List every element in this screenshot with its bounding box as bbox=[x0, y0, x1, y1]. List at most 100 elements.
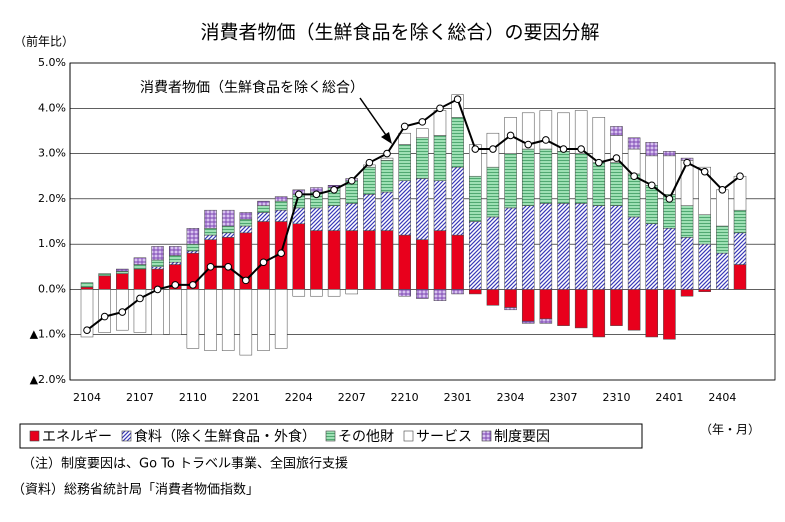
bar-segment bbox=[663, 151, 676, 157]
line-point bbox=[83, 326, 91, 334]
bar-segment bbox=[363, 194, 376, 231]
bar-segment bbox=[221, 209, 235, 227]
bar-segment bbox=[416, 178, 429, 240]
bar-segment bbox=[239, 289, 253, 356]
line-point bbox=[206, 262, 215, 271]
bar-segment bbox=[645, 289, 659, 338]
bar-segment bbox=[380, 160, 394, 193]
line-point bbox=[647, 181, 656, 190]
line-point bbox=[294, 190, 303, 199]
line-point bbox=[542, 136, 550, 144]
bar-segment bbox=[451, 289, 464, 295]
line-point bbox=[365, 158, 374, 167]
bar-segment bbox=[292, 223, 306, 290]
bar-segment bbox=[186, 243, 200, 252]
bar-segment bbox=[416, 239, 429, 290]
legend-swatch bbox=[325, 430, 336, 442]
line-point bbox=[436, 104, 444, 113]
bar-segment bbox=[680, 205, 694, 238]
line-point bbox=[595, 158, 603, 167]
line-point bbox=[118, 308, 127, 316]
bar-segment bbox=[469, 289, 482, 295]
legend-label: 制度要因 bbox=[494, 429, 550, 445]
x-tick-label: 2210 bbox=[391, 391, 419, 404]
bar-segment bbox=[592, 117, 606, 163]
y-tick-label: ▲1.0% bbox=[30, 328, 66, 341]
y-tick-label: 1.0% bbox=[38, 237, 66, 250]
bar-segment bbox=[398, 180, 411, 236]
bar-segment bbox=[116, 271, 129, 274]
bar-segment bbox=[380, 157, 394, 161]
bar-segment bbox=[168, 289, 182, 335]
bar-segment bbox=[398, 289, 411, 297]
line-point bbox=[700, 167, 709, 176]
legend-swatch bbox=[29, 430, 40, 442]
bar-segment bbox=[433, 180, 447, 231]
bar-segment bbox=[257, 200, 270, 206]
line-point bbox=[347, 176, 356, 185]
bar-segment bbox=[539, 289, 553, 320]
x-tick-label: 2104 bbox=[73, 391, 101, 404]
bar-segment bbox=[733, 175, 747, 211]
bar-segment bbox=[239, 225, 253, 234]
bar-segment bbox=[504, 307, 517, 311]
x-tick-label: 2107 bbox=[126, 391, 154, 404]
line-point bbox=[330, 186, 338, 194]
line-point bbox=[312, 190, 321, 199]
bar-segment bbox=[557, 203, 570, 290]
bar-segment bbox=[151, 246, 164, 261]
legend-label: サービス bbox=[416, 429, 472, 445]
line-point bbox=[577, 145, 585, 153]
annotation: 消費者物価（生鮮食品を除く総合） bbox=[140, 79, 364, 96]
bar-segment bbox=[663, 289, 676, 340]
plot-frame bbox=[69, 62, 776, 381]
bar-segment bbox=[363, 166, 376, 195]
x-tick-label: 2301 bbox=[444, 391, 472, 404]
x-tick-label: 2204 bbox=[285, 391, 313, 404]
bar-segment bbox=[133, 257, 147, 265]
bar-segment bbox=[592, 289, 606, 338]
bar-segment bbox=[151, 289, 164, 335]
bar-segment bbox=[239, 212, 253, 220]
y-tick-label: 3.0% bbox=[38, 147, 66, 160]
bar-segment bbox=[698, 243, 711, 290]
legend-box bbox=[19, 423, 643, 449]
x-unit-label: （年・月） bbox=[700, 423, 760, 437]
bar-segment bbox=[310, 230, 323, 290]
bar-segment bbox=[416, 128, 429, 138]
bar-segment bbox=[698, 289, 711, 292]
bar-segment bbox=[310, 289, 323, 297]
bar-segment bbox=[698, 166, 711, 215]
x-tick-label: 2310 bbox=[602, 391, 630, 404]
bar-segment bbox=[521, 320, 535, 324]
bar-segment bbox=[221, 232, 235, 238]
line-point bbox=[612, 154, 621, 162]
bar-segment bbox=[610, 162, 623, 206]
bar-segment bbox=[186, 228, 200, 245]
bar-segment bbox=[186, 289, 200, 349]
bar-segment bbox=[574, 153, 588, 204]
bar-segment bbox=[327, 205, 341, 231]
bar-segment bbox=[486, 216, 500, 290]
bar-segment bbox=[274, 200, 288, 211]
bar-segment bbox=[398, 132, 411, 145]
bar-segment bbox=[116, 268, 129, 272]
x-tick-label: 2307 bbox=[550, 391, 578, 404]
bar-segment bbox=[98, 289, 111, 333]
legend-label: その他財 bbox=[338, 429, 394, 445]
bar-segment bbox=[310, 207, 323, 231]
line-point bbox=[683, 158, 691, 167]
bar-segment bbox=[80, 286, 94, 290]
bar-segment bbox=[151, 259, 164, 268]
bar-segment bbox=[680, 160, 694, 206]
bar-segment bbox=[645, 223, 659, 290]
bar-segment bbox=[645, 185, 659, 225]
line-point bbox=[718, 186, 727, 194]
bar-segment bbox=[363, 230, 376, 290]
bar-segment bbox=[274, 196, 288, 202]
bar-segment bbox=[574, 203, 588, 290]
bar-segment bbox=[716, 189, 729, 227]
bar-segment bbox=[716, 225, 729, 254]
line-point bbox=[383, 149, 391, 158]
bar-segment bbox=[504, 207, 517, 290]
